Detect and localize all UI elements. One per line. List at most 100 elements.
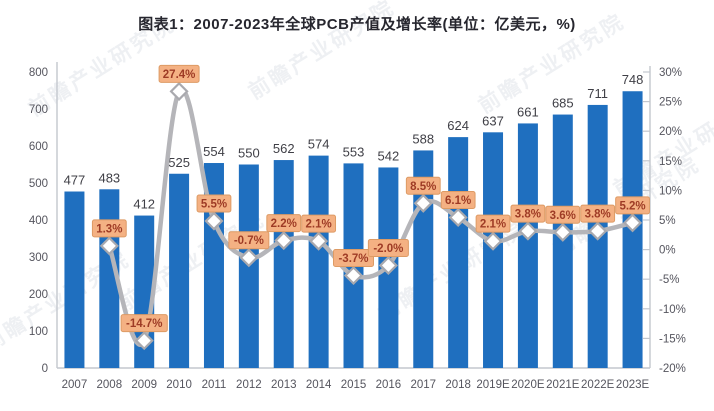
left-axis-tick-label: 800 [29, 67, 48, 79]
chart-title: 图表1：2007-2023年全球PCB产值及增长率(单位：亿美元，%) [138, 16, 576, 33]
bar-value-label: 711 [587, 86, 608, 101]
x-axis-tick-label: 2021E [546, 379, 580, 391]
growth-marker-2010 [169, 81, 189, 101]
x-axis-tick-label: 2012 [236, 379, 262, 391]
bar-value-label: 624 [447, 118, 469, 133]
growth-label-text: -14.7% [126, 318, 162, 330]
growth-label-text: -3.7% [338, 253, 368, 265]
growth-label-text: 5.5% [201, 199, 227, 211]
left-axis-tick-label: 500 [29, 178, 48, 190]
growth-marker-2018 [448, 207, 468, 228]
growth-marker-2009 [134, 331, 154, 351]
bar-value-label: 588 [412, 131, 434, 146]
growth-marker-2022E [588, 221, 608, 241]
growth-marker-2011 [204, 211, 224, 231]
x-axis-tick-label: 2016 [376, 379, 402, 391]
right-axis-tick-label: 10% [659, 185, 682, 197]
growth-marker-2023E [623, 213, 643, 233]
x-axis-tick-label: 2018 [445, 379, 471, 391]
growth-label-box-2023E [615, 196, 650, 215]
bar-2011 [203, 163, 224, 368]
right-axis-tick-label: -20% [659, 363, 686, 375]
left-axis-tick-label: 600 [29, 141, 48, 153]
x-axis-tick-label: 2007 [62, 379, 88, 391]
bar-value-label: 574 [308, 137, 330, 152]
growth-label-box-2014 [301, 214, 337, 233]
growth-label-text: 5.2% [619, 200, 645, 212]
right-axis-tick-label: -15% [659, 333, 686, 345]
growth-label-box-2016 [367, 238, 409, 257]
left-axis-tick-label: 400 [29, 215, 48, 227]
left-axis-tick-label: 0 [42, 363, 48, 375]
bar-2018 [448, 137, 469, 368]
right-axis-tick-label: -10% [659, 304, 686, 316]
growth-marker-2013 [274, 231, 294, 251]
growth-marker-2014 [309, 231, 329, 251]
left-axis-tick-label: 300 [29, 252, 48, 264]
growth-marker-2012 [239, 248, 259, 268]
growth-label-text: 27.4% [163, 69, 196, 81]
growth-label-box-2022E [580, 204, 616, 223]
bar-value-label: 477 [64, 173, 86, 188]
bar-value-label: 525 [168, 155, 190, 170]
bar-2020E [517, 123, 538, 369]
x-axis-tick-label: 2022E [581, 379, 615, 391]
bar-value-label: 554 [203, 144, 225, 159]
bar-value-label: 483 [98, 170, 120, 185]
bar-value-label: 553 [343, 144, 365, 159]
growth-label-box-2019E [475, 214, 511, 233]
bar-value-label: 685 [552, 96, 574, 111]
growth-label-text: 2.1% [480, 219, 506, 231]
x-axis-tick-label: 2013 [271, 379, 297, 391]
growth-marker-2017 [413, 193, 433, 213]
x-axis-tick-label: 2023E [616, 379, 650, 391]
right-axis-tick-label: 20% [659, 126, 682, 138]
growth-label-box-2013 [266, 214, 302, 233]
right-axis-tick-label: 5% [659, 215, 676, 227]
left-axis-tick-label: 700 [29, 104, 48, 116]
bar-2007 [64, 191, 85, 368]
growth-marker-2019E [483, 231, 503, 251]
x-axis-tick-label: 2008 [97, 379, 123, 391]
growth-label-box-2008 [91, 219, 127, 238]
growth-marker-2015 [343, 265, 364, 286]
growth-label-box-2020E [510, 204, 546, 223]
growth-label-box-2011 [196, 194, 232, 213]
growth-label-text: -2.0% [373, 243, 403, 255]
bar-value-label: 412 [133, 197, 155, 212]
right-axis-tick-label: 25% [659, 97, 682, 109]
bar-value-label: 748 [622, 72, 644, 87]
growth-marker-2016 [378, 255, 398, 275]
growth-label-text: 3.8% [585, 209, 611, 221]
left-axis-tick-label: 200 [29, 289, 48, 301]
left-axis-tick-label: 100 [29, 326, 48, 338]
growth-marker-2021E [553, 222, 573, 242]
x-axis-tick-label: 2010 [166, 379, 192, 391]
growth-label-box-2009 [120, 314, 168, 333]
bar-value-label: 661 [517, 104, 539, 119]
growth-marker-2008 [99, 236, 119, 256]
right-axis-tick-label: 0% [659, 245, 676, 257]
growth-label-text: 6.1% [445, 195, 471, 207]
growth-label-box-2012 [228, 231, 270, 250]
growth-label-box-2021E [545, 205, 581, 224]
growth-label-text: 3.8% [515, 209, 541, 221]
x-axis-tick-label: 2011 [202, 379, 227, 391]
growth-label-box-2017 [405, 176, 441, 195]
growth-label-box-2018 [440, 190, 476, 209]
growth-label-box-2010 [158, 64, 200, 83]
bar-value-label: 637 [482, 113, 504, 128]
bar-2013 [273, 160, 294, 368]
x-axis-tick-label: 2014 [306, 379, 332, 391]
growth-marker-2020E [518, 221, 538, 241]
growth-label-text: 2.2% [271, 218, 297, 230]
x-axis-tick-label: 2017 [410, 379, 436, 391]
growth-label-text: -0.7% [234, 235, 264, 247]
x-axis-tick-label: 2009 [131, 379, 157, 391]
right-axis-tick-label: 15% [659, 156, 682, 168]
right-axis-tick-label: 30% [659, 67, 682, 79]
x-axis-tick-label: 2019E [476, 379, 510, 391]
right-axis-tick-label: -5% [659, 274, 679, 286]
bar-value-label: 550 [238, 146, 260, 161]
